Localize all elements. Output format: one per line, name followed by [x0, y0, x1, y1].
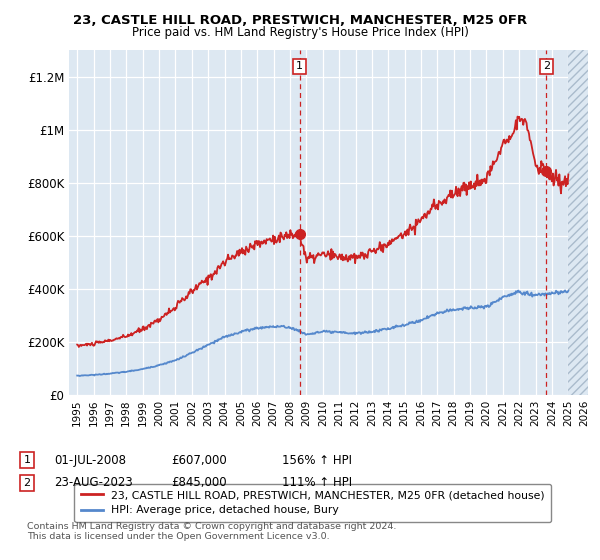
Bar — [568, 50, 600, 395]
Text: £607,000: £607,000 — [171, 454, 227, 467]
Text: £845,000: £845,000 — [171, 476, 227, 489]
Text: 23, CASTLE HILL ROAD, PRESTWICH, MANCHESTER, M25 0FR: 23, CASTLE HILL ROAD, PRESTWICH, MANCHES… — [73, 14, 527, 27]
Text: 111% ↑ HPI: 111% ↑ HPI — [282, 476, 352, 489]
Text: 1: 1 — [23, 455, 31, 465]
Text: Contains HM Land Registry data © Crown copyright and database right 2024.
This d: Contains HM Land Registry data © Crown c… — [27, 522, 397, 542]
Text: 2: 2 — [23, 478, 31, 488]
Text: 01-JUL-2008: 01-JUL-2008 — [54, 454, 126, 467]
Legend: 23, CASTLE HILL ROAD, PRESTWICH, MANCHESTER, M25 0FR (detached house), HPI: Aver: 23, CASTLE HILL ROAD, PRESTWICH, MANCHES… — [74, 484, 551, 522]
Text: 23-AUG-2023: 23-AUG-2023 — [54, 476, 133, 489]
Text: 156% ↑ HPI: 156% ↑ HPI — [282, 454, 352, 467]
Text: 2: 2 — [542, 61, 550, 71]
Text: 1: 1 — [296, 61, 303, 71]
Text: Price paid vs. HM Land Registry's House Price Index (HPI): Price paid vs. HM Land Registry's House … — [131, 26, 469, 39]
